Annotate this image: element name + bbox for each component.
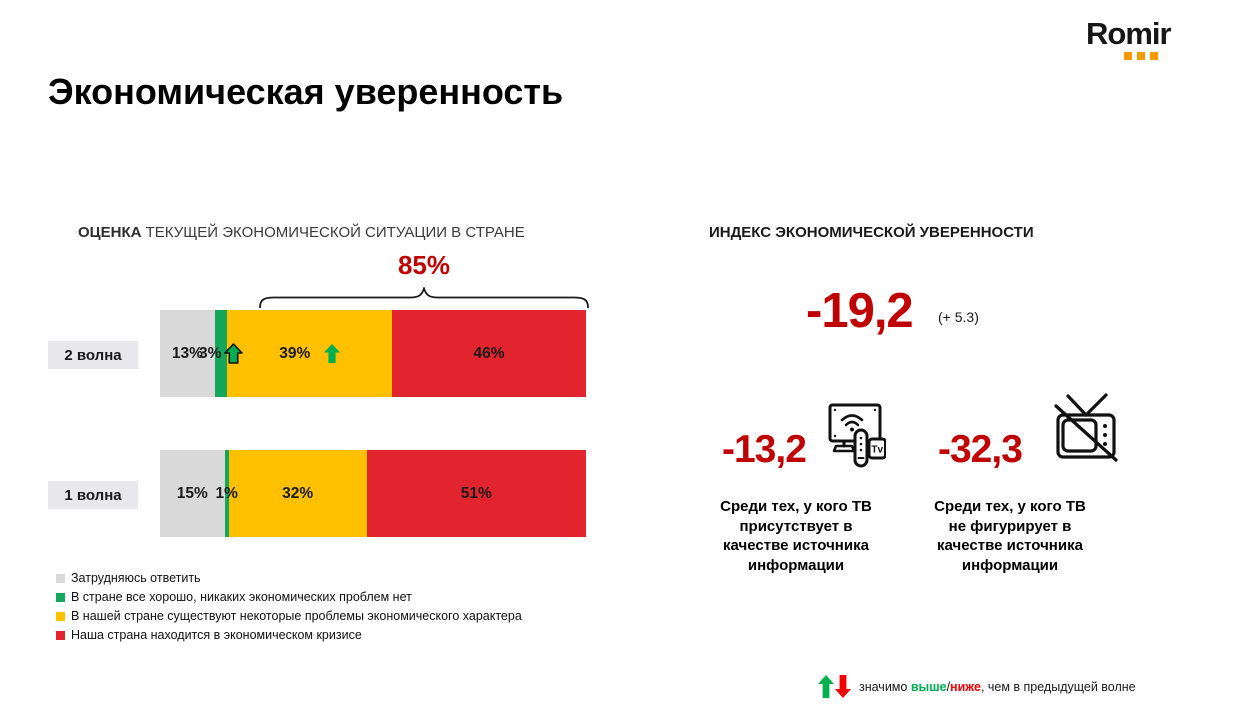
- footnote-higher: выше: [910, 679, 947, 694]
- footnote-suffix: , чем в предыдущей волне: [980, 679, 1136, 694]
- segment-value-label: 32%: [282, 484, 314, 502]
- legend-swatch-yellow: [56, 611, 65, 621]
- legend-item: В стране все хорошо, никаких экономическ…: [56, 590, 522, 604]
- stacked-bar-wave1: 15% 1% 32% 51%: [160, 450, 586, 537]
- footnote-separator: /: [946, 679, 951, 694]
- down-arrow-red-icon: [835, 675, 851, 698]
- footnote-text: значимо выше/ниже, чем в предыдущей волн…: [859, 680, 1136, 694]
- segment-value-label: 1%: [215, 484, 238, 502]
- segment-value-label: 15%: [176, 484, 208, 502]
- bar-segment-all-good: 3%: [199, 310, 244, 397]
- logo-dot: [1124, 51, 1132, 60]
- curly-brace: [259, 287, 589, 308]
- index-tv-absent-value: -32,3: [938, 428, 1023, 471]
- bar-segment-crisis: 51%: [366, 450, 586, 537]
- up-arrow-outlined-icon: [224, 343, 244, 364]
- legend-label: В стране все хорошо, никаких экономическ…: [71, 590, 412, 604]
- slide-title: Экономическая уверенность: [48, 71, 564, 112]
- tv-present-caption: Среди тех, у кого ТВ присутствует в каче…: [720, 498, 872, 574]
- legend-item: Затрудняюсь ответить: [56, 571, 522, 585]
- bar-segment-some-problems: 32%: [228, 450, 367, 537]
- tv-absent-caption: Среди тех, у кого ТВ не фигурирует в кач…: [934, 498, 1086, 574]
- left-chart-heading-rest: ТЕКУЩЕЙ ЭКОНОМИЧЕСКОЙ СИТУАЦИИ В СТРАНЕ: [141, 224, 525, 241]
- legend-item: Наша страна находится в экономическом кр…: [56, 628, 522, 642]
- confidence-index-value: -19,2: [806, 284, 914, 338]
- legend-swatch-gray: [56, 573, 65, 583]
- legend-item: В нашей стране существуют некоторые проб…: [56, 609, 522, 623]
- romir-logo: Romir: [1086, 16, 1172, 60]
- segment-value-text: 39%: [279, 344, 311, 362]
- segment-value-label: 13%: [171, 344, 203, 362]
- logo-dot: [1150, 51, 1158, 60]
- confidence-index-delta: (+ 5.3): [938, 309, 979, 325]
- crossed-out-tv-icon: [1054, 393, 1118, 462]
- bar-segment-some-problems: 39%: [227, 310, 392, 397]
- segment-value-text: 3%: [198, 344, 222, 362]
- legend-swatch-green: [56, 592, 65, 602]
- legend-label: В нашей стране существуют некоторые проб…: [71, 609, 522, 623]
- legend-label: Наша страна находится в экономическом кр…: [71, 628, 362, 642]
- bar-segment-crisis: 46%: [391, 310, 586, 397]
- footnote-arrows: [818, 675, 851, 698]
- legend-label: Затрудняюсь ответить: [71, 571, 201, 585]
- up-arrow-green-icon: [818, 675, 834, 698]
- bar-segment-all-good: 1%: [216, 450, 238, 537]
- bar-segment-undecided: 13%: [160, 310, 215, 397]
- stacked-bar-wave2: 13% 3% 39% 46%: [160, 310, 586, 397]
- legend-swatch-red: [56, 630, 65, 640]
- index-tv-present-value: -13,2: [722, 428, 807, 471]
- romir-logo-dots: [1124, 51, 1171, 60]
- tv-box-label: Tv: [871, 445, 883, 456]
- category-label-wave2: 2 волна: [48, 341, 138, 369]
- bar-segment-undecided: 15%: [160, 450, 225, 537]
- segment-value-label: 46%: [473, 344, 505, 362]
- chart-legend: Затрудняюсь ответить В стране все хорошо…: [56, 571, 522, 642]
- category-label-wave1: 1 волна: [48, 481, 138, 509]
- segment-value-label: 39%: [279, 344, 341, 363]
- footnote-prefix: значимо: [859, 679, 911, 694]
- bracket-annotation-label: 85%: [397, 250, 451, 280]
- segment-value-label: 51%: [460, 484, 492, 502]
- logo-dot: [1137, 51, 1145, 60]
- segment-value-label: 3%: [198, 343, 244, 364]
- up-arrow-solid-icon: [324, 344, 341, 363]
- smart-tv-with-remote-icon: Tv: [828, 403, 886, 468]
- significance-footnote: значимо выше/ниже, чем в предыдущей волн…: [818, 675, 1136, 698]
- left-chart-heading: ОЦЕНКА ТЕКУЩЕЙ ЭКОНОМИЧЕСКОЙ СИТУАЦИИ В …: [78, 224, 525, 241]
- right-chart-heading: ИНДЕКС ЭКОНОМИЧЕСКОЙ УВЕРЕННОСТИ: [709, 224, 1034, 241]
- romir-logo-text: Romir: [1086, 16, 1172, 51]
- left-chart-heading-bold: ОЦЕНКА: [78, 224, 142, 241]
- footnote-lower: ниже: [950, 679, 981, 694]
